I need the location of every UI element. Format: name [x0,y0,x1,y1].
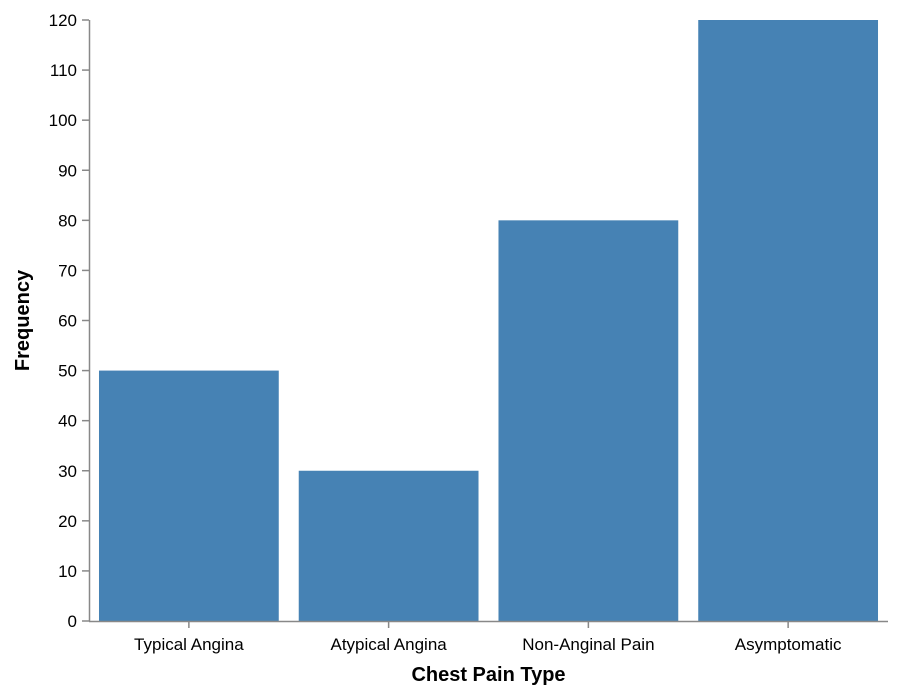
y-tick-label: 120 [49,11,77,30]
bar-atypical-angina [298,470,479,621]
y-tick-label: 10 [58,562,77,581]
y-axis: 0 10 20 30 40 50 60 70 80 90 100 110 120 [49,11,91,631]
bars-group [98,20,879,622]
x-tick-label: Asymptomatic [735,635,842,654]
y-tick-label: 70 [58,261,77,280]
x-tick-label: Non-Anginal Pain [522,635,654,654]
y-tick-label: 100 [49,111,77,130]
y-tick-label: 30 [58,462,77,481]
y-tick-label: 40 [58,412,77,431]
y-tick-label: 80 [58,211,77,230]
y-axis-title: Frequency [12,269,34,371]
x-axis: Typical Angina Atypical Angina Non-Anginal… [89,620,888,654]
y-tick-label: 90 [58,161,77,180]
y-tick-label: 50 [58,362,77,381]
x-tick-label: Atypical Angina [331,635,448,654]
y-tick-label: 60 [58,312,77,331]
x-axis-title: Chest Pain Type [411,664,565,686]
bar-typical-angina [98,370,279,621]
y-tick-label: 20 [58,512,77,531]
x-tick-label: Typical Angina [134,635,244,654]
bar-non-anginal-pain [498,220,679,622]
y-tick-label: 110 [50,61,77,80]
y-tick-label: 0 [68,612,77,631]
bar-asymptomatic [698,20,879,621]
